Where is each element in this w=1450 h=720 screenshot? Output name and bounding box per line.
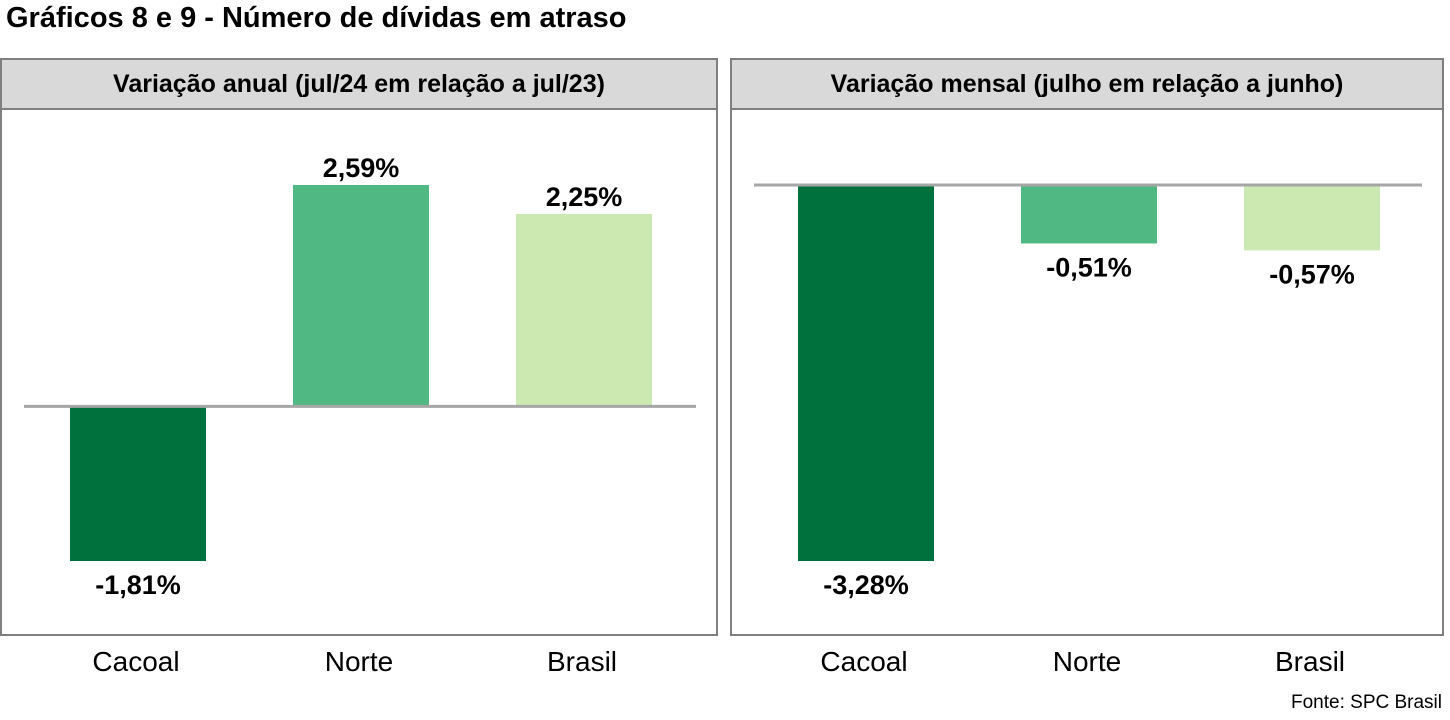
x-tick-label: Brasil <box>1274 646 1346 677</box>
data-label: -0,57% <box>1269 259 1355 289</box>
x-tick-label: Norte <box>1052 646 1122 677</box>
chart-title-monthly: Variação mensal (julho em relação a junh… <box>732 60 1442 110</box>
data-label: -3,28% <box>823 570 909 600</box>
source-note: Fonte: SPC Brasil <box>1291 692 1442 713</box>
chart-title-annual: Variação anual (jul/24 em relação a jul/… <box>2 60 716 110</box>
chart-panel-monthly: Variação mensal (julho em relação a junh… <box>730 58 1444 636</box>
data-label: -1,81% <box>95 570 181 600</box>
monthly-chart-svg: -3,28% -0,51% -0,57% <box>754 183 1422 600</box>
data-label: -0,51% <box>1046 252 1132 282</box>
chart-panel-annual: Variação anual (jul/24 em relação a jul/… <box>0 58 718 636</box>
bar-cacoal <box>798 185 934 561</box>
bar-norte <box>293 185 429 407</box>
page-title: Gráficos 8 e 9 - Número de dívidas em at… <box>6 2 627 34</box>
bar-brasil <box>516 214 652 407</box>
x-tick-label: Cacoal <box>820 646 908 677</box>
bar-cacoal <box>70 406 206 561</box>
annual-chart-svg: -1,81% 2,59% 2,25% <box>24 153 696 600</box>
x-tick-label: Brasil <box>546 646 618 677</box>
x-tick-label: Cacoal <box>92 646 180 677</box>
data-label: 2,25% <box>546 182 623 212</box>
data-label: 2,59% <box>323 153 400 183</box>
bar-brasil <box>1244 185 1380 251</box>
bar-norte <box>1021 185 1157 244</box>
x-tick-label: Norte <box>324 646 394 677</box>
